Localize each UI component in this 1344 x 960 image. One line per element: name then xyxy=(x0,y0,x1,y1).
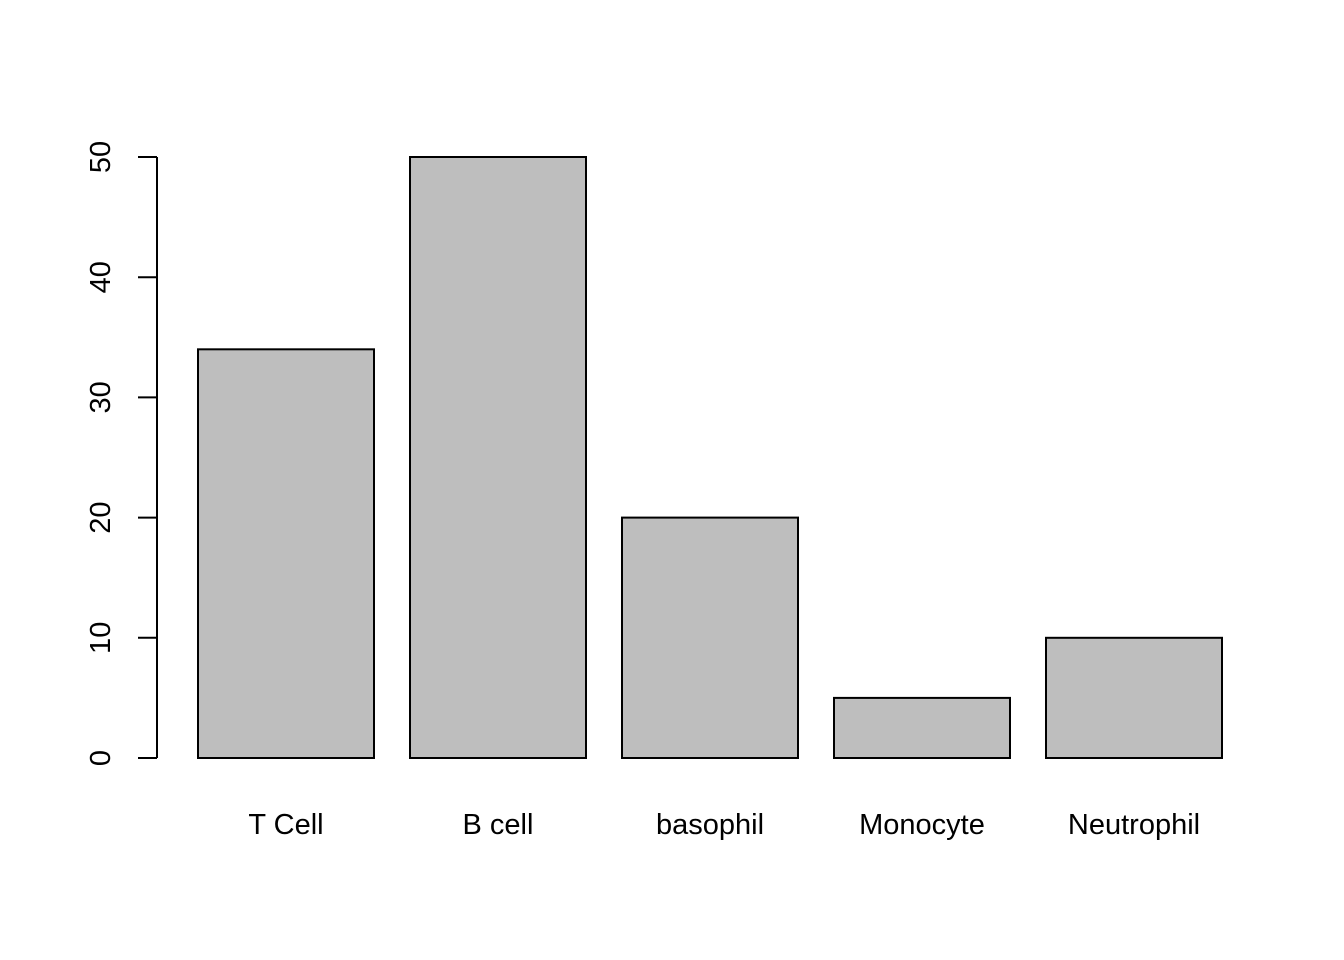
y-ticks-group: 0 10 20 30 40 50 xyxy=(85,141,157,766)
bar-basophil xyxy=(621,516,799,759)
x-labels-group: T Cell B cell basophil Monocyte Neutrophil xyxy=(248,809,1200,841)
y-tick-label-20: 20 xyxy=(85,501,117,533)
y-tick-label-30: 30 xyxy=(85,381,117,413)
x-label-neutrophil: Neutrophil xyxy=(1068,809,1200,841)
x-label-t-cell: T Cell xyxy=(248,809,323,841)
y-tick-label-0: 0 xyxy=(85,750,117,766)
y-tick-label-40: 40 xyxy=(85,261,117,293)
x-label-b-cell: B cell xyxy=(463,809,534,841)
y-tick-label-50: 50 xyxy=(85,141,117,173)
x-label-monocyte: Monocyte xyxy=(859,809,985,841)
bar-b-cell xyxy=(409,156,587,759)
y-tick-label-10: 10 xyxy=(85,622,117,654)
bar-neutrophil xyxy=(1045,636,1223,759)
x-label-basophil: basophil xyxy=(656,809,764,841)
bar-monocyte xyxy=(833,696,1011,760)
bars-group xyxy=(197,156,1223,760)
bar-t-cell xyxy=(197,348,375,759)
